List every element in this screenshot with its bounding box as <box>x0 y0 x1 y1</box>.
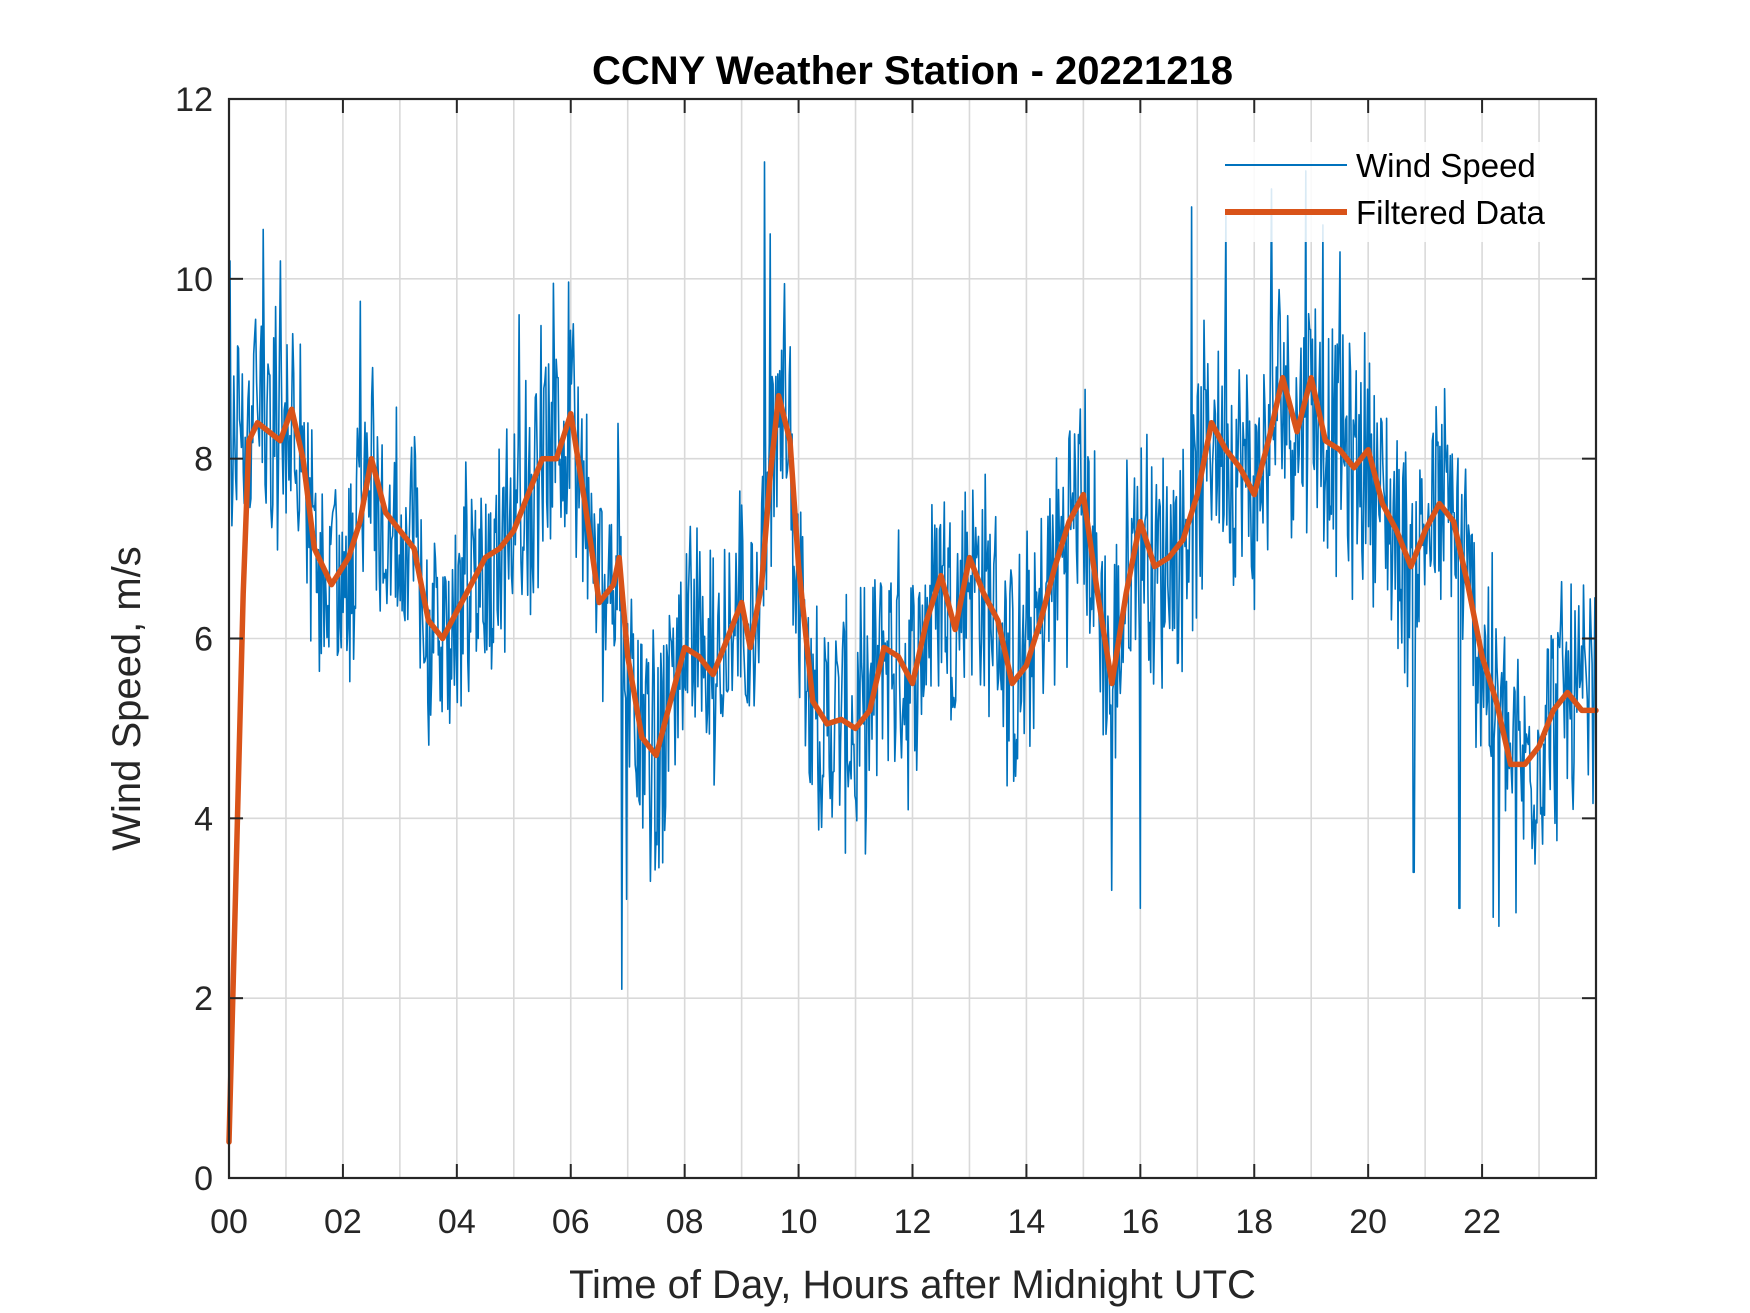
x-tick-label: 02 <box>324 1203 362 1241</box>
x-tick-label: 04 <box>438 1203 476 1241</box>
y-tick-labels: 0 2 4 6 8 10 12 <box>175 81 213 1198</box>
y-tick-label: 2 <box>194 980 213 1018</box>
x-tick-label: 20 <box>1349 1203 1387 1241</box>
legend-filtered-data-label: Filtered Data <box>1356 194 1546 231</box>
y-tick-label: 8 <box>194 441 213 479</box>
x-tick-labels: 00 02 04 06 08 10 12 14 16 18 20 22 <box>210 1203 1501 1241</box>
x-tick-label: 12 <box>894 1203 932 1241</box>
filtered-data-line <box>226 374 1599 1145</box>
x-tick-label: 14 <box>1008 1203 1046 1241</box>
chart-title: CCNY Weather Station - 20221218 <box>592 49 1233 93</box>
plot-area <box>226 97 1599 1180</box>
x-tick-label: 08 <box>666 1203 704 1241</box>
y-tick-label: 4 <box>194 800 213 838</box>
filtered-data-series <box>226 374 1599 1145</box>
y-tick-label: 10 <box>175 261 213 299</box>
x-tick-label: 18 <box>1235 1203 1273 1241</box>
y-tick-label: 12 <box>175 81 213 119</box>
x-axis-label: Time of Day, Hours after Midnight UTC <box>569 1263 1256 1307</box>
x-tick-label: 10 <box>780 1203 818 1241</box>
x-tick-label: 16 <box>1121 1203 1159 1241</box>
axis-ticks <box>228 98 1596 1179</box>
legend-background <box>1215 142 1585 242</box>
x-tick-label: 00 <box>210 1203 248 1241</box>
x-tick-label: 06 <box>552 1203 590 1241</box>
y-tick-label: 0 <box>194 1160 213 1198</box>
legend-wind-speed-label: Wind Speed <box>1356 147 1536 184</box>
x-tick-label: 22 <box>1463 1203 1501 1241</box>
y-tick-label: 6 <box>194 621 213 659</box>
legend: Wind Speed Filtered Data <box>1215 142 1585 242</box>
y-axis-label: Wind Speed, m/s <box>105 546 149 851</box>
